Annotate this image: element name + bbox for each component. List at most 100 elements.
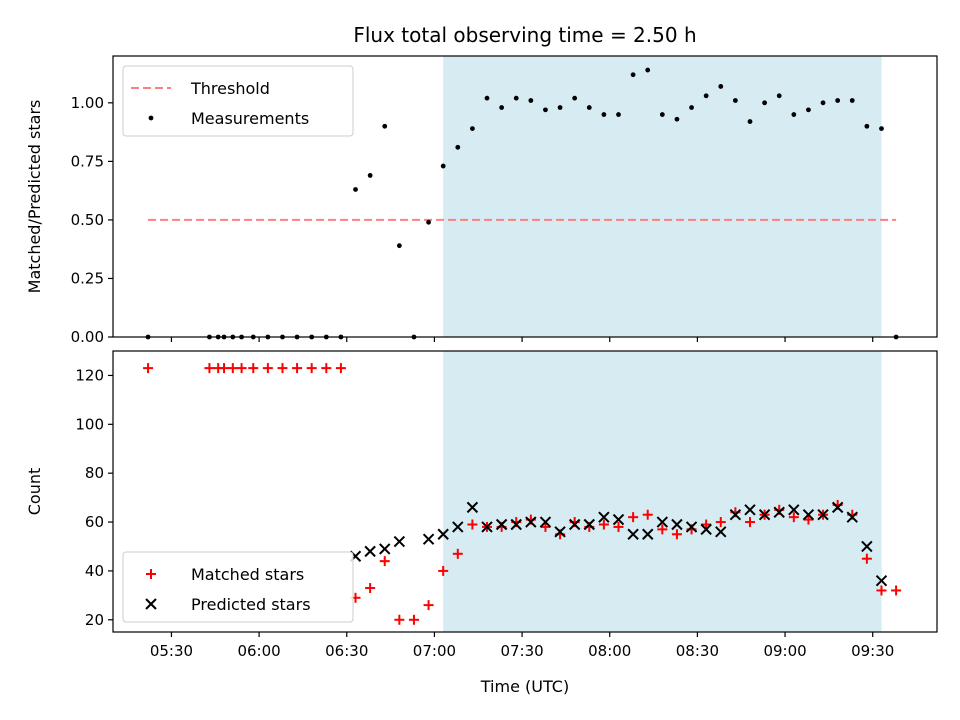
matched-star-point [306,363,317,374]
y-tick-label: 0.25 [71,269,104,287]
predicted-star-point [554,526,566,538]
predicted-star-point [510,518,522,531]
matched-star-point [876,585,887,596]
measurement-point [455,144,461,150]
predicted-star-point [495,518,508,531]
matched-star-point [262,363,273,374]
matched-star-point [321,363,332,374]
x-tick-label: 07:30 [500,642,543,660]
measurement-point [470,126,475,131]
count-y-axis-label: Count [25,468,44,516]
predicted-star-point [671,518,683,531]
matched-star-point [598,519,609,530]
y-tick-label: 120 [75,366,104,384]
legend-label: Matched stars [191,565,304,584]
predicted-star-point [846,511,858,523]
y-tick-label: 80 [85,464,104,482]
x-tick-label: 09:00 [763,642,806,660]
predicted-star-point [627,528,639,540]
matched-star-point [744,517,755,528]
measurement-point [440,163,446,169]
measurement-point [528,98,534,103]
predicted-star-point [831,501,844,514]
measurement-point [718,84,724,89]
matched-star-point [467,519,478,530]
measurement-point [353,187,358,192]
count-x-ticks: 05:30 06:00 06:30 07:00 07:30 08:00 08:30 09:00… [150,632,894,660]
legend-box [122,65,354,137]
predicted-star-point [379,543,391,555]
predicted-star-point [539,516,552,528]
predicted-star-point [583,518,595,531]
observing-span-top [443,56,882,337]
x-tick-label: 06:00 [237,642,280,660]
matched-star-point [613,521,624,532]
matched-star-point [438,565,449,576]
predicted-star-point [685,521,698,533]
predicted-star-point [875,574,888,587]
predicted-star-point [437,528,449,540]
x-axis-label: Time (UTC) [480,677,569,696]
y-tick-label: 0.00 [71,328,104,346]
y-tick-label: 0.50 [71,211,104,229]
x-tick-label: 09:30 [851,642,894,660]
predicted-star-point [758,509,771,521]
matched-star-point [236,363,247,374]
measurement-point [659,112,665,117]
ratio-legend: Threshold Measurements [122,65,354,137]
count-marks [143,363,902,625]
measurement-point [484,95,490,101]
matched-star-point [292,363,303,374]
predicted-star-point [817,509,829,521]
ratio-marks [145,67,899,340]
ratio-y-axis-label: Matched/Predicted stars [25,100,44,294]
measurement-point [382,123,388,129]
x-tick-label: 05:30 [150,642,193,660]
y-tick-label: 100 [75,415,104,433]
y-tick-label: 20 [85,611,104,629]
measurement-point [601,112,607,117]
predicted-star-point [744,504,756,516]
matched-star-point [715,517,726,528]
legend-handle-dot [148,115,154,121]
predicted-star-point [729,509,742,521]
predicted-star-point [525,516,537,528]
measurement-point [806,107,811,113]
measurement-point [630,72,636,78]
matched-star-point [803,514,814,525]
matched-star-point [408,614,419,625]
predicted-star-point [656,516,669,528]
matched-star-point [642,509,653,520]
predicted-star-point [452,521,464,533]
measurement-point [426,219,431,225]
y-tick-label: 0.75 [71,152,104,170]
measurement-point [835,98,841,103]
measurement-point [747,119,753,124]
measurement-point [864,123,870,129]
measurement-point [703,93,709,99]
matched-star-point [540,521,551,532]
measurement-point [791,112,797,117]
x-tick-label: 08:00 [588,642,631,660]
matched-star-point [628,512,639,523]
measurement-point [367,173,373,178]
measurement-point [776,93,782,99]
chart-title: Flux total observing time = 2.50 h [353,23,696,47]
predicted-star-point [568,518,581,531]
predicted-star-point [481,521,493,533]
legend-label: Predicted stars [191,595,311,614]
matched-star-point [277,363,288,374]
predicted-star-point [861,540,873,553]
matched-star-point [701,519,712,530]
matched-star-point [452,548,463,559]
predicted-star-point [788,504,800,516]
predicted-star-point [466,501,479,514]
measurement-point [499,105,505,110]
predicted-star-point [422,533,435,545]
predicted-star-point [773,506,785,518]
x-tick-label: 06:30 [325,642,368,660]
y-tick-label: 60 [85,513,104,531]
matched-star-point [219,363,230,374]
measurement-point [616,112,621,117]
